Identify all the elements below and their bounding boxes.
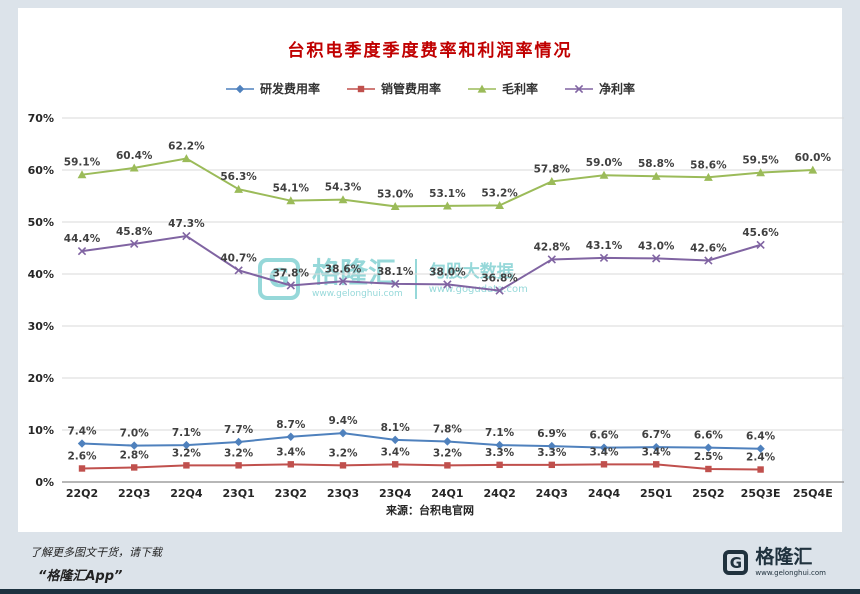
legend-label-net-margin: 净利率 <box>599 82 636 96</box>
gelonghui-footer-logo-icon: G <box>723 550 749 575</box>
footer-promo-line1: 了解更多图文干货，请下载 <box>30 546 162 559</box>
footer-logo-text: 格隆汇 <box>755 546 813 568</box>
watermark-divider <box>414 259 417 299</box>
legend-label-gross-margin: 毛利率 <box>502 82 539 96</box>
watermark: G 格隆汇 www.gelonghui.com 勾股大数据 www.goguda… <box>258 258 528 300</box>
legend-triangle-marker-icon <box>468 84 496 93</box>
footer-promo-line2: “格隆汇App” <box>38 569 123 584</box>
legend-label-sga-expense-ratio: 销管费用率 <box>380 82 441 96</box>
watermark-brand-url: www.gelonghui.com <box>312 289 403 299</box>
gelonghui-footer-logo: G 格隆汇 www.gelonghui.com <box>723 548 826 577</box>
watermark-product-url: www.gogudata.com <box>428 284 528 296</box>
legend-item-net-margin: 净利率 <box>564 80 635 97</box>
bottom-accent-bar <box>0 589 860 594</box>
legend-item-gross-margin: 毛利率 <box>467 80 538 97</box>
legend-square-marker-icon <box>346 85 375 92</box>
legend-item-sga-expense-ratio: 销管费用率 <box>346 80 441 97</box>
chart-title: 台积电季度季度费率和利润率情况 <box>287 41 573 61</box>
watermark-product-block: 勾股大数据 www.gogudata.com <box>428 261 528 296</box>
footer-logo-url: www.gelonghui.com <box>755 569 826 577</box>
legend-diamond-marker-icon <box>225 84 254 93</box>
watermark-product: 勾股大数据 <box>428 261 514 282</box>
x-marker-icon <box>574 84 584 93</box>
chart-legend: 研发费用率 销管费用率 毛利率 净利率 <box>0 80 860 97</box>
watermark-brand-block: 格隆汇 www.gelonghui.com <box>312 256 403 300</box>
diamond-marker-icon <box>235 84 245 93</box>
footer-promo: 了解更多图文干货，请下载 “格隆汇App” <box>30 544 162 584</box>
triangle-marker-icon <box>477 84 487 93</box>
legend-item-rd-expense-ratio: 研发费用率 <box>225 80 320 97</box>
legend-x-marker-icon <box>565 84 594 93</box>
gelonghui-logo-icon: G <box>258 258 300 300</box>
watermark-brand: 格隆汇 <box>312 256 397 289</box>
footer-logo-text-block: 格隆汇 www.gelonghui.com <box>755 546 826 578</box>
legend-label-rd-expense-ratio: 研发费用率 <box>259 82 320 96</box>
square-marker-icon <box>357 85 365 92</box>
